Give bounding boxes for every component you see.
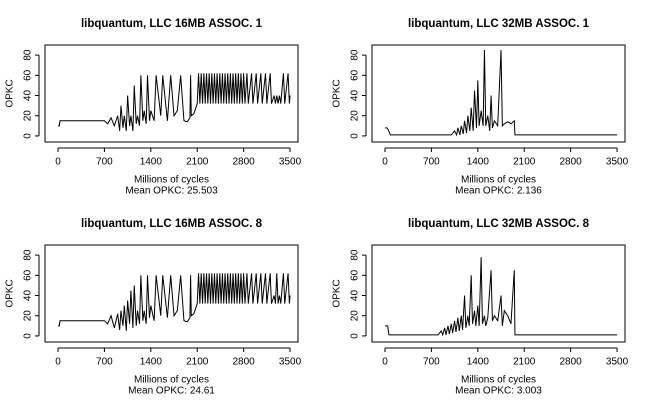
x-tick-label: 0 [382,357,388,368]
mean-label: Mean OPKC: 2.136 [455,186,542,197]
panel-title: libquantum, LLC 32MB ASSOC. 8 [408,218,590,230]
panel-title: libquantum, LLC 32MB ASSOC. 1 [408,18,590,30]
data-line [384,50,618,137]
y-tick-label: 80 [23,49,34,61]
y-tick-label: 0 [23,133,34,139]
x-tick-label: 700 [423,357,440,368]
mean-label: Mean OPKC: 24.61 [128,386,215,397]
panel-title: libquantum, LLC 16MB ASSOC. 8 [81,218,263,230]
y-tick-label: 60 [23,69,34,81]
y-tick-label: 0 [23,333,34,339]
y-tick-label: 60 [23,269,34,281]
y-axis-label: OPKC [332,79,343,107]
plot-frame [371,244,626,343]
y-tick-label: 20 [350,310,361,322]
data-line [57,73,291,131]
x-tick-label: 700 [423,157,440,168]
y-tick-label: 40 [23,290,34,302]
x-axis-label: Millions of cycles [134,175,209,186]
y-tick-label: 20 [350,110,361,122]
x-tick-label: 2100 [513,357,536,368]
x-axis-label: Millions of cycles [461,175,536,186]
panel-title: libquantum, LLC 16MB ASSOC. 1 [81,18,263,30]
y-tick-label: 40 [350,290,361,302]
y-tick-label: 80 [350,249,361,261]
y-tick-label: 80 [350,49,361,61]
y-tick-label: 20 [23,110,34,122]
x-tick-label: 3500 [279,357,302,368]
x-axis-label: Millions of cycles [461,375,536,386]
x-tick-label: 2800 [233,157,256,168]
x-tick-label: 1400 [140,357,163,368]
x-tick-label: 2100 [513,157,536,168]
y-tick-label: 80 [23,249,34,261]
x-tick-label: 2800 [233,357,256,368]
y-tick-label: 0 [350,333,361,339]
x-axis-label: Millions of cycles [134,375,209,386]
y-tick-label: 40 [350,90,361,102]
x-tick-label: 0 [55,357,61,368]
x-tick-label: 700 [96,157,113,168]
x-tick-label: 0 [382,157,388,168]
x-tick-label: 1400 [467,357,490,368]
y-tick-label: 20 [23,310,34,322]
x-tick-label: 700 [96,357,113,368]
y-tick-label: 0 [350,133,361,139]
y-tick-label: 40 [23,90,34,102]
x-tick-label: 2800 [560,357,583,368]
x-tick-label: 2800 [560,157,583,168]
mean-label: Mean OPKC: 25.503 [125,186,218,197]
y-tick-label: 60 [350,269,361,281]
mean-label: Mean OPKC: 3.003 [455,386,542,397]
y-axis-label: OPKC [332,279,343,307]
data-line [384,257,618,337]
x-tick-label: 1400 [140,157,163,168]
x-tick-label: 3500 [606,157,629,168]
y-axis-label: OPKC [5,279,16,307]
plot-frame [44,244,299,343]
x-tick-label: 2100 [186,157,209,168]
plot-frame [371,44,626,143]
y-axis-label: OPKC [5,79,16,107]
plot-frame [44,44,299,143]
x-tick-label: 0 [55,157,61,168]
x-tick-label: 2100 [186,357,209,368]
y-tick-label: 60 [350,69,361,81]
x-tick-label: 3500 [606,357,629,368]
x-tick-label: 3500 [279,157,302,168]
data-line [57,273,291,331]
x-tick-label: 1400 [467,157,490,168]
